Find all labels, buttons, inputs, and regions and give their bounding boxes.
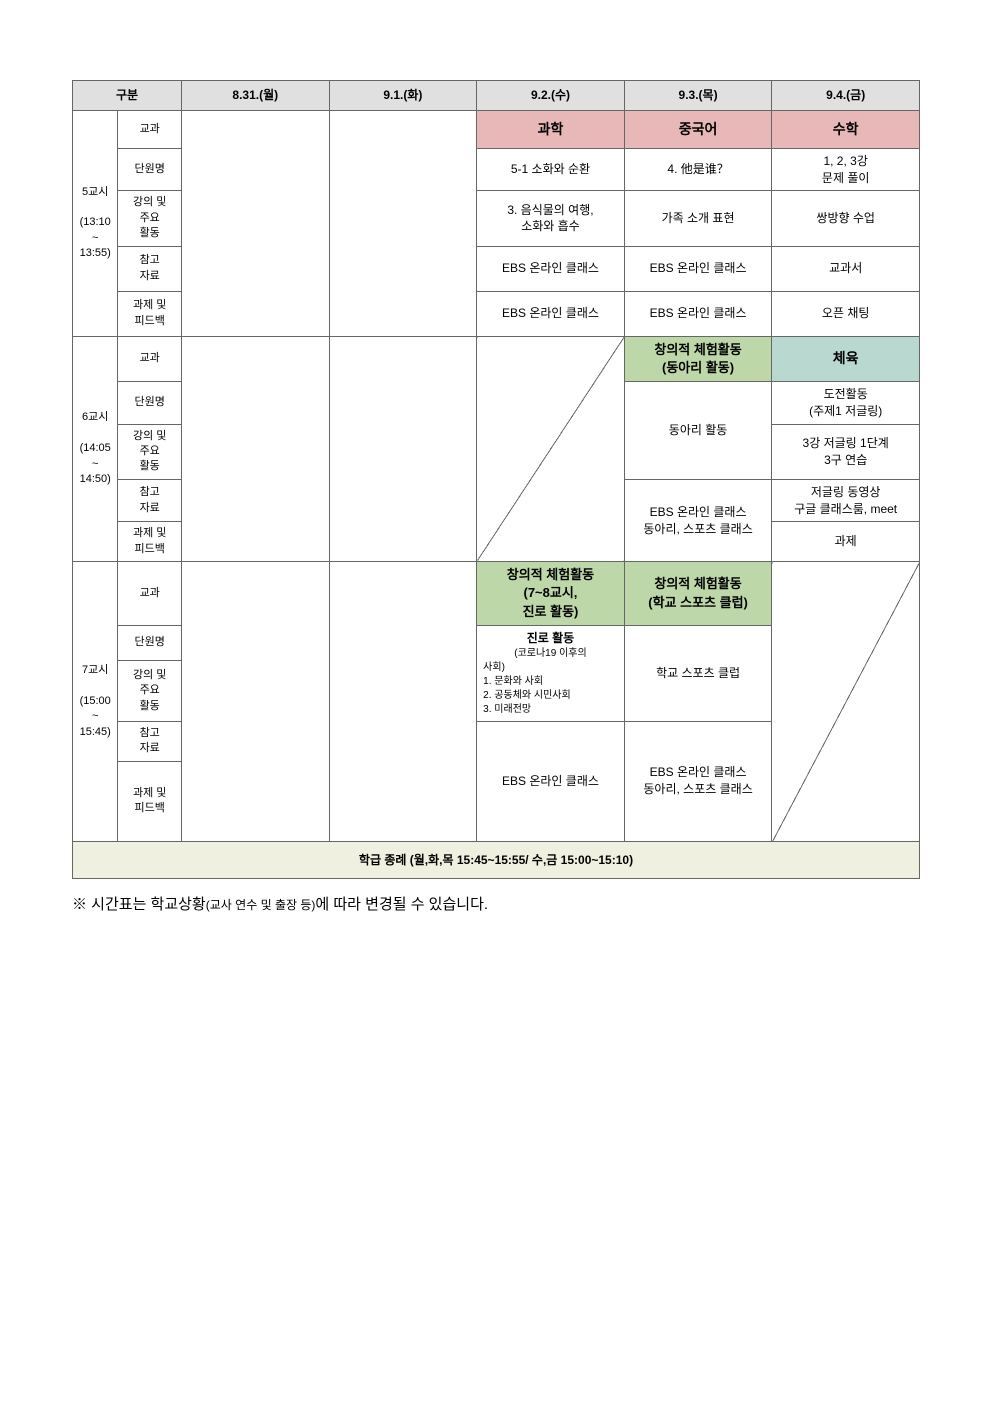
p5-thu-subject: 중국어 <box>624 110 772 148</box>
category-activity: 강의 및주요활동 <box>118 424 182 479</box>
category-reference: 참고자료 <box>118 721 182 761</box>
header-day-mon: 8.31.(월) <box>181 81 329 111</box>
category-reference: 참고자료 <box>118 246 182 291</box>
p6-thu-activity: 동아리 활동 <box>624 381 772 479</box>
p6-thu-subject: 창의적 체험활동(동아리 활동) <box>624 336 772 381</box>
p5-wed-feedback: EBS 온라인 클래스 <box>477 291 625 336</box>
header-day-tue: 9.1.(화) <box>329 81 477 111</box>
p5-mon-empty <box>181 110 329 336</box>
p5-fri-activity: 쌍방향 수업 <box>772 191 920 246</box>
header-row: 구분 8.31.(월) 9.1.(화) 9.2.(수) 9.3.(목) 9.4.… <box>73 81 920 111</box>
category-feedback: 과제 및피드백 <box>118 291 182 336</box>
category-activity: 강의 및주요활동 <box>118 661 182 722</box>
p7-wed-unit: 진로 활동 (코로나19 이후의 <box>477 625 625 660</box>
p5-wed-reference: EBS 온라인 클래스 <box>477 246 625 291</box>
header-day-thu: 9.3.(목) <box>624 81 772 111</box>
p5-fri-unit: 1, 2, 3강문제 풀이 <box>772 148 920 191</box>
note-small: (교사 연수 및 출장 등) <box>206 898 316 912</box>
note-suffix: 에 따라 변경될 수 있습니다. <box>315 896 488 913</box>
category-unit: 단원명 <box>118 381 182 424</box>
p7-wed-unit-title: 진로 활동 <box>479 630 622 647</box>
p7-tue-empty <box>329 562 477 841</box>
p6-mon-empty <box>181 336 329 562</box>
p5-fri-reference: 교과서 <box>772 246 920 291</box>
p7-thu-feedback: EBS 온라인 클래스동아리, 스포츠 클래스 <box>624 721 772 841</box>
p7-wed-unit-sub: (코로나19 이후의 <box>479 647 622 661</box>
header-day-fri: 9.4.(금) <box>772 81 920 111</box>
p5-tue-empty <box>329 110 477 336</box>
p6-fri-subject: 체육 <box>772 336 920 381</box>
p7-thu-activity: 학교 스포츠 클럽 <box>624 625 772 721</box>
p6-tue-empty <box>329 336 477 562</box>
p5-thu-feedback: EBS 온라인 클래스 <box>624 291 772 336</box>
p5-fri-feedback: 오픈 채팅 <box>772 291 920 336</box>
p5-wed-activity: 3. 음식물의 여행,소화와 흡수 <box>477 191 625 246</box>
header-day-wed: 9.2.(수) <box>477 81 625 111</box>
p6-fri-reference: 저글링 동영상구글 클래스룸, meet <box>772 479 920 522</box>
p7-wed-subject: 창의적 체험활동(7~8교시,진로 활동) <box>477 562 625 626</box>
p7-thu-subject: 창의적 체험활동(학교 스포츠 클럽) <box>624 562 772 626</box>
p6-subject-row: 6교시(14:05~14:50) 교과 창의적 체험활동(동아리 활동) 체육 <box>73 336 920 381</box>
category-feedback: 과제 및피드백 <box>118 761 182 841</box>
p5-thu-reference: EBS 온라인 클래스 <box>624 246 772 291</box>
category-subject: 교과 <box>118 562 182 626</box>
p5-fri-subject: 수학 <box>772 110 920 148</box>
category-subject: 교과 <box>118 336 182 381</box>
note: ※ 시간표는 학교상황(교사 연수 및 출장 등)에 따라 변경될 수 있습니다… <box>72 893 920 914</box>
category-unit: 단원명 <box>118 148 182 191</box>
p5-thu-activity: 가족 소개 표현 <box>624 191 772 246</box>
p5-wed-unit: 5-1 소화와 순환 <box>477 148 625 191</box>
p6-fri-unit: 도전활동(주제1 저글링) <box>772 381 920 424</box>
category-activity: 강의 및주요활동 <box>118 191 182 246</box>
period-5-label: 5교시(13:10~13:55) <box>73 110 118 336</box>
p5-thu-unit: 4. 他是谁？ <box>624 148 772 191</box>
p7-mon-empty <box>181 562 329 841</box>
p7-subject-row: 7교시(15:00~15:45) 교과 창의적 체험활동(7~8교시,진로 활동… <box>73 562 920 626</box>
timetable: 구분 8.31.(월) 9.1.(화) 9.2.(수) 9.3.(목) 9.4.… <box>72 80 920 879</box>
p5-subject-row: 5교시(13:10~13:55) 교과 과학 중국어 수학 <box>73 110 920 148</box>
category-reference: 참고자료 <box>118 479 182 522</box>
p7-wed-feedback: EBS 온라인 클래스 <box>477 721 625 841</box>
p6-thu-reference: EBS 온라인 클래스동아리, 스포츠 클래스 <box>624 479 772 562</box>
note-prefix: ※ 시간표는 학교상황 <box>72 896 206 913</box>
footer-row: 학급 종례 (월,화,목 15:45~15:55/ 수,금 15:00~15:1… <box>73 841 920 879</box>
footer-text: 학급 종례 (월,화,목 15:45~15:55/ 수,금 15:00~15:1… <box>73 841 920 879</box>
header-category: 구분 <box>73 81 182 111</box>
p7-wed-activity: 사회)1. 문화와 사회2. 공동체와 시민사회3. 미래전망 <box>477 661 625 722</box>
p6-fri-feedback: 과제 <box>772 522 920 562</box>
p7-fri-diagonal <box>772 562 920 841</box>
p5-wed-subject: 과학 <box>477 110 625 148</box>
category-feedback: 과제 및피드백 <box>118 522 182 562</box>
p6-fri-activity: 3강 저글링 1단계3구 연습 <box>772 424 920 479</box>
period-7-label: 7교시(15:00~15:45) <box>73 562 118 841</box>
period-6-label: 6교시(14:05~14:50) <box>73 336 118 562</box>
category-subject: 교과 <box>118 110 182 148</box>
category-unit: 단원명 <box>118 625 182 660</box>
p6-wed-diagonal <box>477 336 625 562</box>
